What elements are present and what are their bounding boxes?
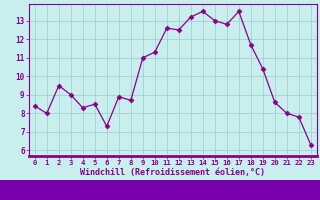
X-axis label: Windchill (Refroidissement éolien,°C): Windchill (Refroidissement éolien,°C) bbox=[80, 168, 265, 177]
